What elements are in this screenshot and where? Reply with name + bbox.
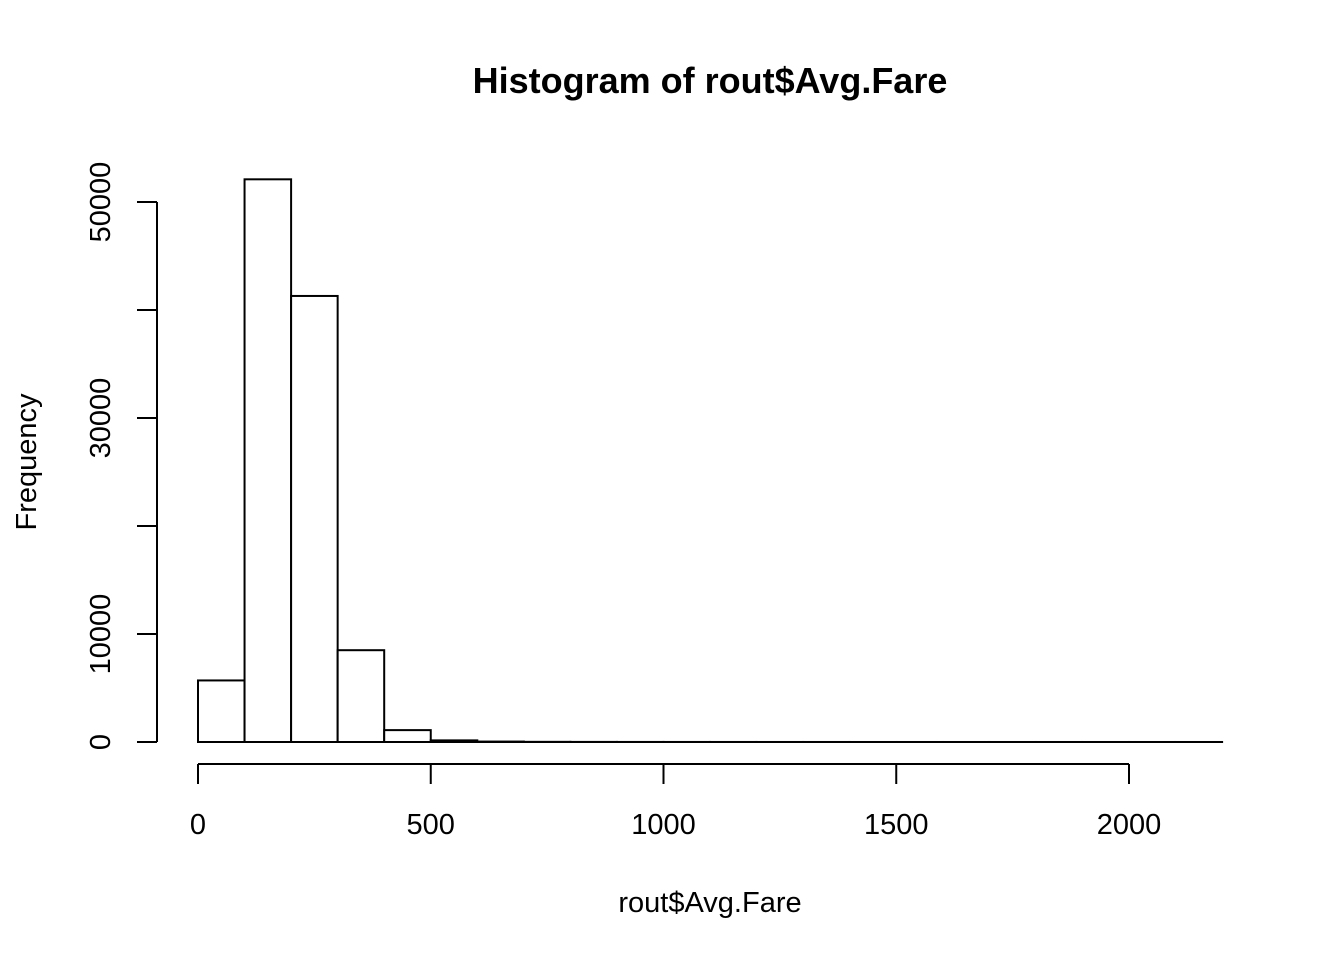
y-tick-label: 10000: [85, 594, 117, 675]
histogram-bar: [243, 178, 293, 743]
y-axis: 0 10000 30000 50000: [85, 162, 158, 750]
bars-group: [197, 178, 1224, 744]
y-tick-label: 0: [85, 734, 117, 750]
chart-title: Histogram of rout$Avg.Fare: [473, 60, 948, 101]
x-tick-label: 1500: [864, 809, 929, 841]
x-axis-label: rout$Avg.Fare: [618, 887, 801, 919]
x-axis: 0 500 1000 1500 2000: [190, 763, 1162, 841]
x-tick-label: 0: [190, 809, 206, 841]
histogram-bar: [290, 294, 339, 743]
x-tick-label: 2000: [1097, 809, 1162, 841]
x-tick-label: 500: [407, 809, 455, 841]
histogram-bar: [383, 729, 432, 743]
x-tick-label: 1000: [631, 809, 696, 841]
y-axis-label: Frequency: [11, 393, 43, 531]
histogram-bar: [197, 679, 246, 744]
y-tick-label: 30000: [85, 378, 117, 459]
y-tick-label: 50000: [85, 162, 117, 243]
histogram-bar: [336, 649, 386, 744]
